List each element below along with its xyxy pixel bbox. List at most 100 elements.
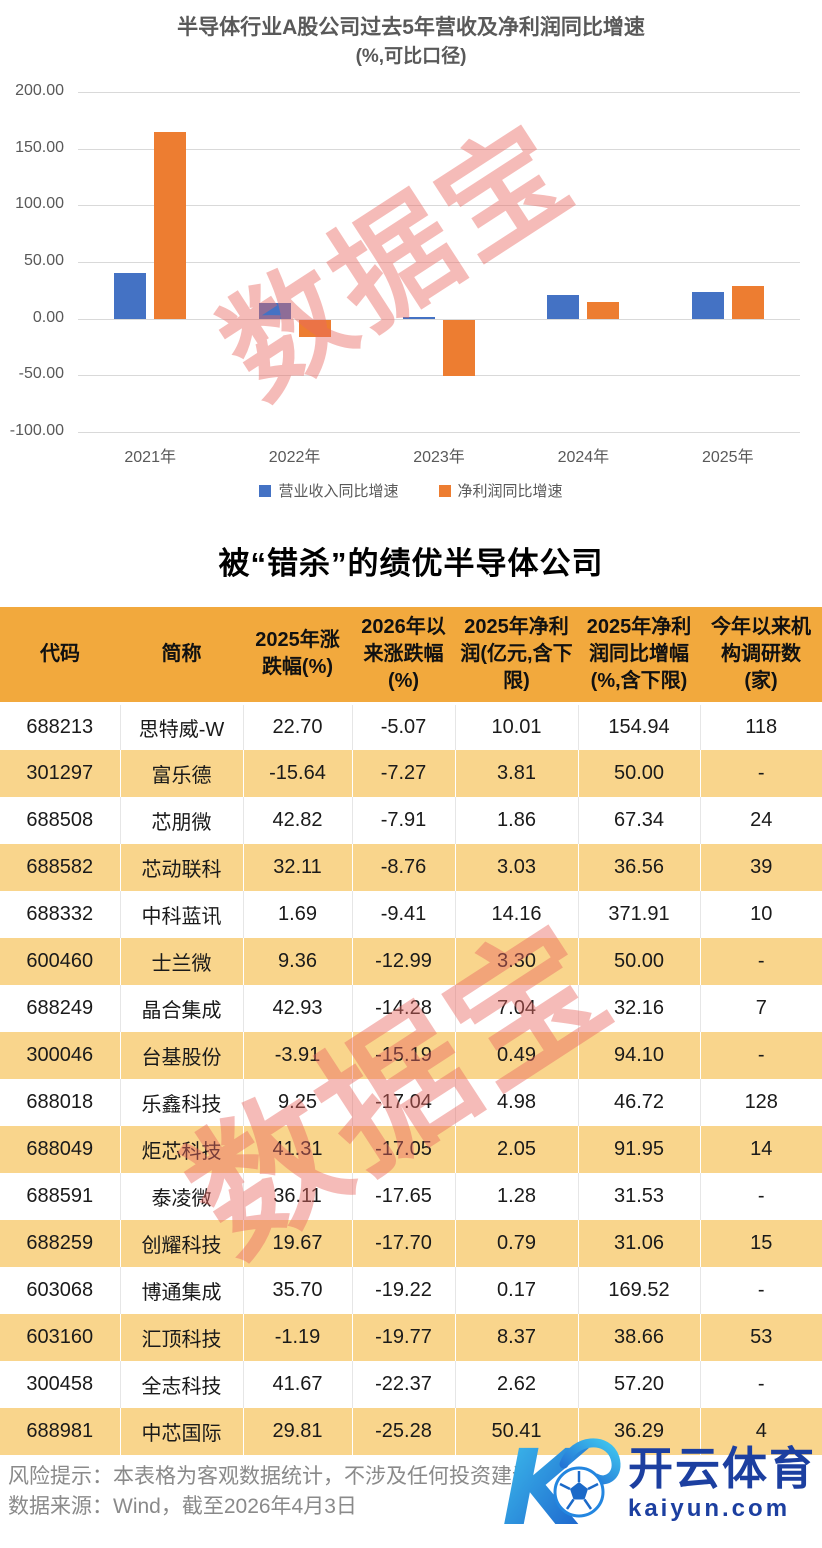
stock-name-cell: 中芯国际 <box>120 1408 244 1455</box>
stock-name-cell: 士兰微 <box>120 938 244 985</box>
value-cell: 14.16 <box>455 891 579 938</box>
value-cell: 8.37 <box>455 1314 579 1361</box>
value-cell: 35.70 <box>243 1267 353 1314</box>
value-cell: 0.49 <box>455 1032 579 1079</box>
gridline <box>78 92 800 93</box>
table-row: 300046 台基股份 -3.91 -15.19 0.49 94.10- <box>0 1032 822 1079</box>
stock-name-cell: 乐鑫科技 <box>120 1079 244 1126</box>
value-cell: - <box>757 1279 765 1301</box>
stock-code-cell: 688332 <box>0 891 121 938</box>
stocks-table: 代码 简称 2025年涨跌幅(%) 2026年以来涨跌幅(%) 2025年净利润(亿元,… <box>0 607 822 1455</box>
stock-code-cell: 688213 <box>0 703 121 750</box>
x-tick-label: 2025年 <box>701 449 754 466</box>
bar-revenue-2025年 <box>691 292 724 319</box>
legend-item: 净利润同比增速 <box>438 480 563 501</box>
value-cell: 9.36 <box>243 938 353 985</box>
stock-name-cell: 芯动联科 <box>120 844 244 891</box>
bar-profit-2022年 <box>298 319 331 337</box>
stock-code-cell: 688049 <box>0 1126 121 1173</box>
value-cell: - <box>757 1185 765 1207</box>
value-cell: 1.28 <box>455 1173 579 1220</box>
table-row: 688582 芯动联科 32.11 -8.76 3.03 36.56 39 <box>0 844 822 891</box>
gridline <box>78 318 800 320</box>
stock-name-cell: 富乐德 <box>120 750 244 797</box>
value-cell: 42.93 <box>243 985 353 1032</box>
gridline <box>78 148 800 150</box>
chart-legend: 营业收入同比增速 净利润同比增速 <box>0 480 822 501</box>
bar-profit-2024年 <box>587 301 620 319</box>
stock-name-cell: 台基股份 <box>120 1032 244 1079</box>
x-tick-label: 2024年 <box>557 449 610 466</box>
stock-code-cell: 600460 <box>0 938 121 985</box>
column-header: 今年以来机构调研数(家) <box>700 607 822 705</box>
stock-code-cell: 688981 <box>0 1408 121 1455</box>
table-header-row: 代码 简称 2025年涨跌幅(%) 2026年以来涨跌幅(%) 2025年净利润(亿元,… <box>0 607 822 705</box>
kaiyun-logo-text: 开云体育 kaiyun.com <box>628 1446 816 1521</box>
chart-x-axis: 2021年 2022年 2023年 2024年 2025年 <box>78 443 800 466</box>
stock-code-cell: 688259 <box>0 1220 121 1267</box>
stock-code-cell: 688018 <box>0 1079 121 1126</box>
value-cell: -7.91 <box>352 797 456 844</box>
value-cell: 14 <box>700 1126 822 1173</box>
chart-title-block: 半导体行业A股公司过去5年营收及净利润同比增速 (%,可比口径) <box>0 12 822 70</box>
value-cell: 32.11 <box>243 844 353 891</box>
value-cell: - <box>700 750 822 797</box>
value-cell: 19.67 <box>243 1220 353 1267</box>
value-cell: 9.25 <box>243 1079 353 1126</box>
y-tick-label: -100.00 <box>9 422 64 439</box>
legend-label: 净利润同比增速 <box>457 483 563 500</box>
value-cell: 36.56 <box>578 844 701 891</box>
value-cell: -19.22 <box>352 1267 456 1314</box>
value-cell: 4.98 <box>455 1079 579 1126</box>
bar-revenue-2022年 <box>258 302 291 319</box>
stock-code-cell: 688591 <box>0 1173 121 1220</box>
stock-code-cell: 688582 <box>0 844 121 891</box>
stock-code-cell: 688249 <box>0 985 121 1032</box>
value-cell: 10.01 <box>455 703 579 750</box>
legend-item: 营业收入同比增速 <box>259 480 399 501</box>
value-cell: 1.69 <box>243 891 353 938</box>
table-row: 688508 芯朋微 42.82 -7.91 1.86 67.34 24 <box>0 797 822 844</box>
bar-revenue-2021年 <box>114 273 147 319</box>
bar-profit-2025年 <box>731 285 764 319</box>
stock-code-cell: 300458 <box>0 1361 121 1408</box>
bar-revenue-2023年 <box>403 316 435 319</box>
value-cell: 22.70 <box>243 703 353 750</box>
column-header: 代码 <box>0 607 120 705</box>
value-cell: -15.19 <box>352 1032 456 1079</box>
value-cell: 10 <box>750 903 773 925</box>
stock-code-cell: 301297 <box>0 750 121 797</box>
kaiyun-logo[interactable]: K 开云体育 kaiyun.com <box>502 1430 816 1536</box>
y-tick-label: 150.00 <box>15 138 64 156</box>
value-cell: 371.91 <box>578 891 701 938</box>
stock-code-cell: 603068 <box>0 1267 121 1314</box>
gridline <box>78 262 800 263</box>
value-cell: -7.27 <box>352 750 456 797</box>
table-row: 688332 中科蓝讯 1.69 -9.41 14.16 371.91 10 <box>0 891 822 938</box>
value-cell: 0.17 <box>455 1267 579 1314</box>
value-cell: 53 <box>700 1314 822 1361</box>
value-cell: -19.77 <box>352 1314 456 1361</box>
y-tick-label: -50.00 <box>18 365 64 383</box>
y-tick-label: 50.00 <box>23 252 64 269</box>
value-cell: 41.31 <box>243 1126 353 1173</box>
table-row: 300458 全志科技 41.67 -22.37 2.62 57.20 - <box>0 1361 822 1408</box>
stock-name-cell: 炬芯科技 <box>120 1126 244 1173</box>
value-cell: 46.72 <box>578 1079 701 1126</box>
value-cell: -14.28 <box>352 985 456 1032</box>
y-tick-label: 100.00 <box>15 195 64 213</box>
value-cell: 31.53 <box>578 1173 701 1220</box>
value-cell: 41.67 <box>243 1361 353 1408</box>
value-cell: 154.94 <box>578 703 701 750</box>
value-cell: 67.34 <box>578 797 701 844</box>
value-cell: -9.41 <box>352 891 456 938</box>
value-cell: -17.04 <box>352 1079 456 1126</box>
soccer-ball-icon <box>553 1466 605 1518</box>
chart-section: 半导体行业A股公司过去5年营收及净利润同比增速 (%,可比口径) 200.00 1… <box>0 0 822 512</box>
value-cell: -15.64 <box>243 750 353 797</box>
legend-swatch-icon <box>438 484 451 497</box>
value-cell: -5.07 <box>352 703 456 750</box>
value-cell: 169.52 <box>578 1267 701 1314</box>
table-row: 688018 乐鑫科技 9.25 -17.04 4.98 46.72 128 <box>0 1079 822 1126</box>
